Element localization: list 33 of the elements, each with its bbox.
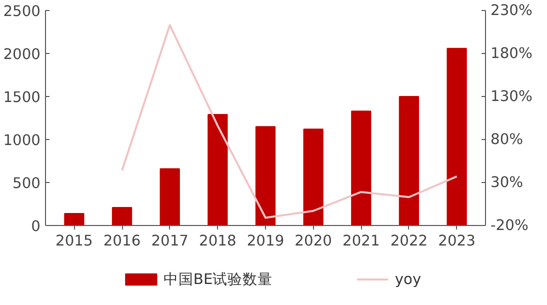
bar	[398, 96, 420, 226]
bar	[351, 110, 372, 226]
x-tick-label: 2022	[390, 232, 428, 250]
line-series	[121, 24, 458, 219]
y-tick-label: 0	[31, 218, 41, 235]
y-tick-label: 2500	[3, 3, 41, 20]
x-tick-label: 2021	[342, 232, 380, 250]
y-tick-label: 2000	[3, 46, 41, 63]
y2-tick-label: 230%	[490, 2, 532, 19]
legend-label: yoy	[394, 271, 422, 288]
x-tick-label: 2020	[294, 232, 332, 250]
y2-tick-label: 130%	[490, 88, 532, 105]
y2-tick-label: 180%	[490, 45, 532, 62]
y-tick-label: 500	[12, 175, 41, 192]
x-tick-label: 2019	[246, 232, 284, 250]
legend-label: 中国BE试验数量	[163, 271, 273, 288]
y-tick-label: 1500	[3, 89, 41, 106]
x-tick-label: 2018	[199, 232, 236, 250]
bar	[160, 168, 180, 226]
y2-tick-label: 30%	[490, 174, 524, 191]
bar	[446, 48, 467, 226]
bar	[112, 206, 132, 226]
y2-tick-label: 80%	[490, 131, 524, 148]
bar	[303, 128, 324, 226]
bar	[255, 126, 276, 226]
bar	[64, 212, 84, 226]
x-tick-label: 2016	[103, 232, 141, 250]
bar	[208, 114, 228, 226]
x-tick-label: 2017	[151, 232, 189, 250]
x-tick-label: 2015	[56, 232, 93, 250]
x-tick-label: 2023	[438, 232, 476, 250]
y-tick-label: 1000	[3, 132, 41, 149]
y2-tick-label: -20%	[490, 217, 528, 234]
